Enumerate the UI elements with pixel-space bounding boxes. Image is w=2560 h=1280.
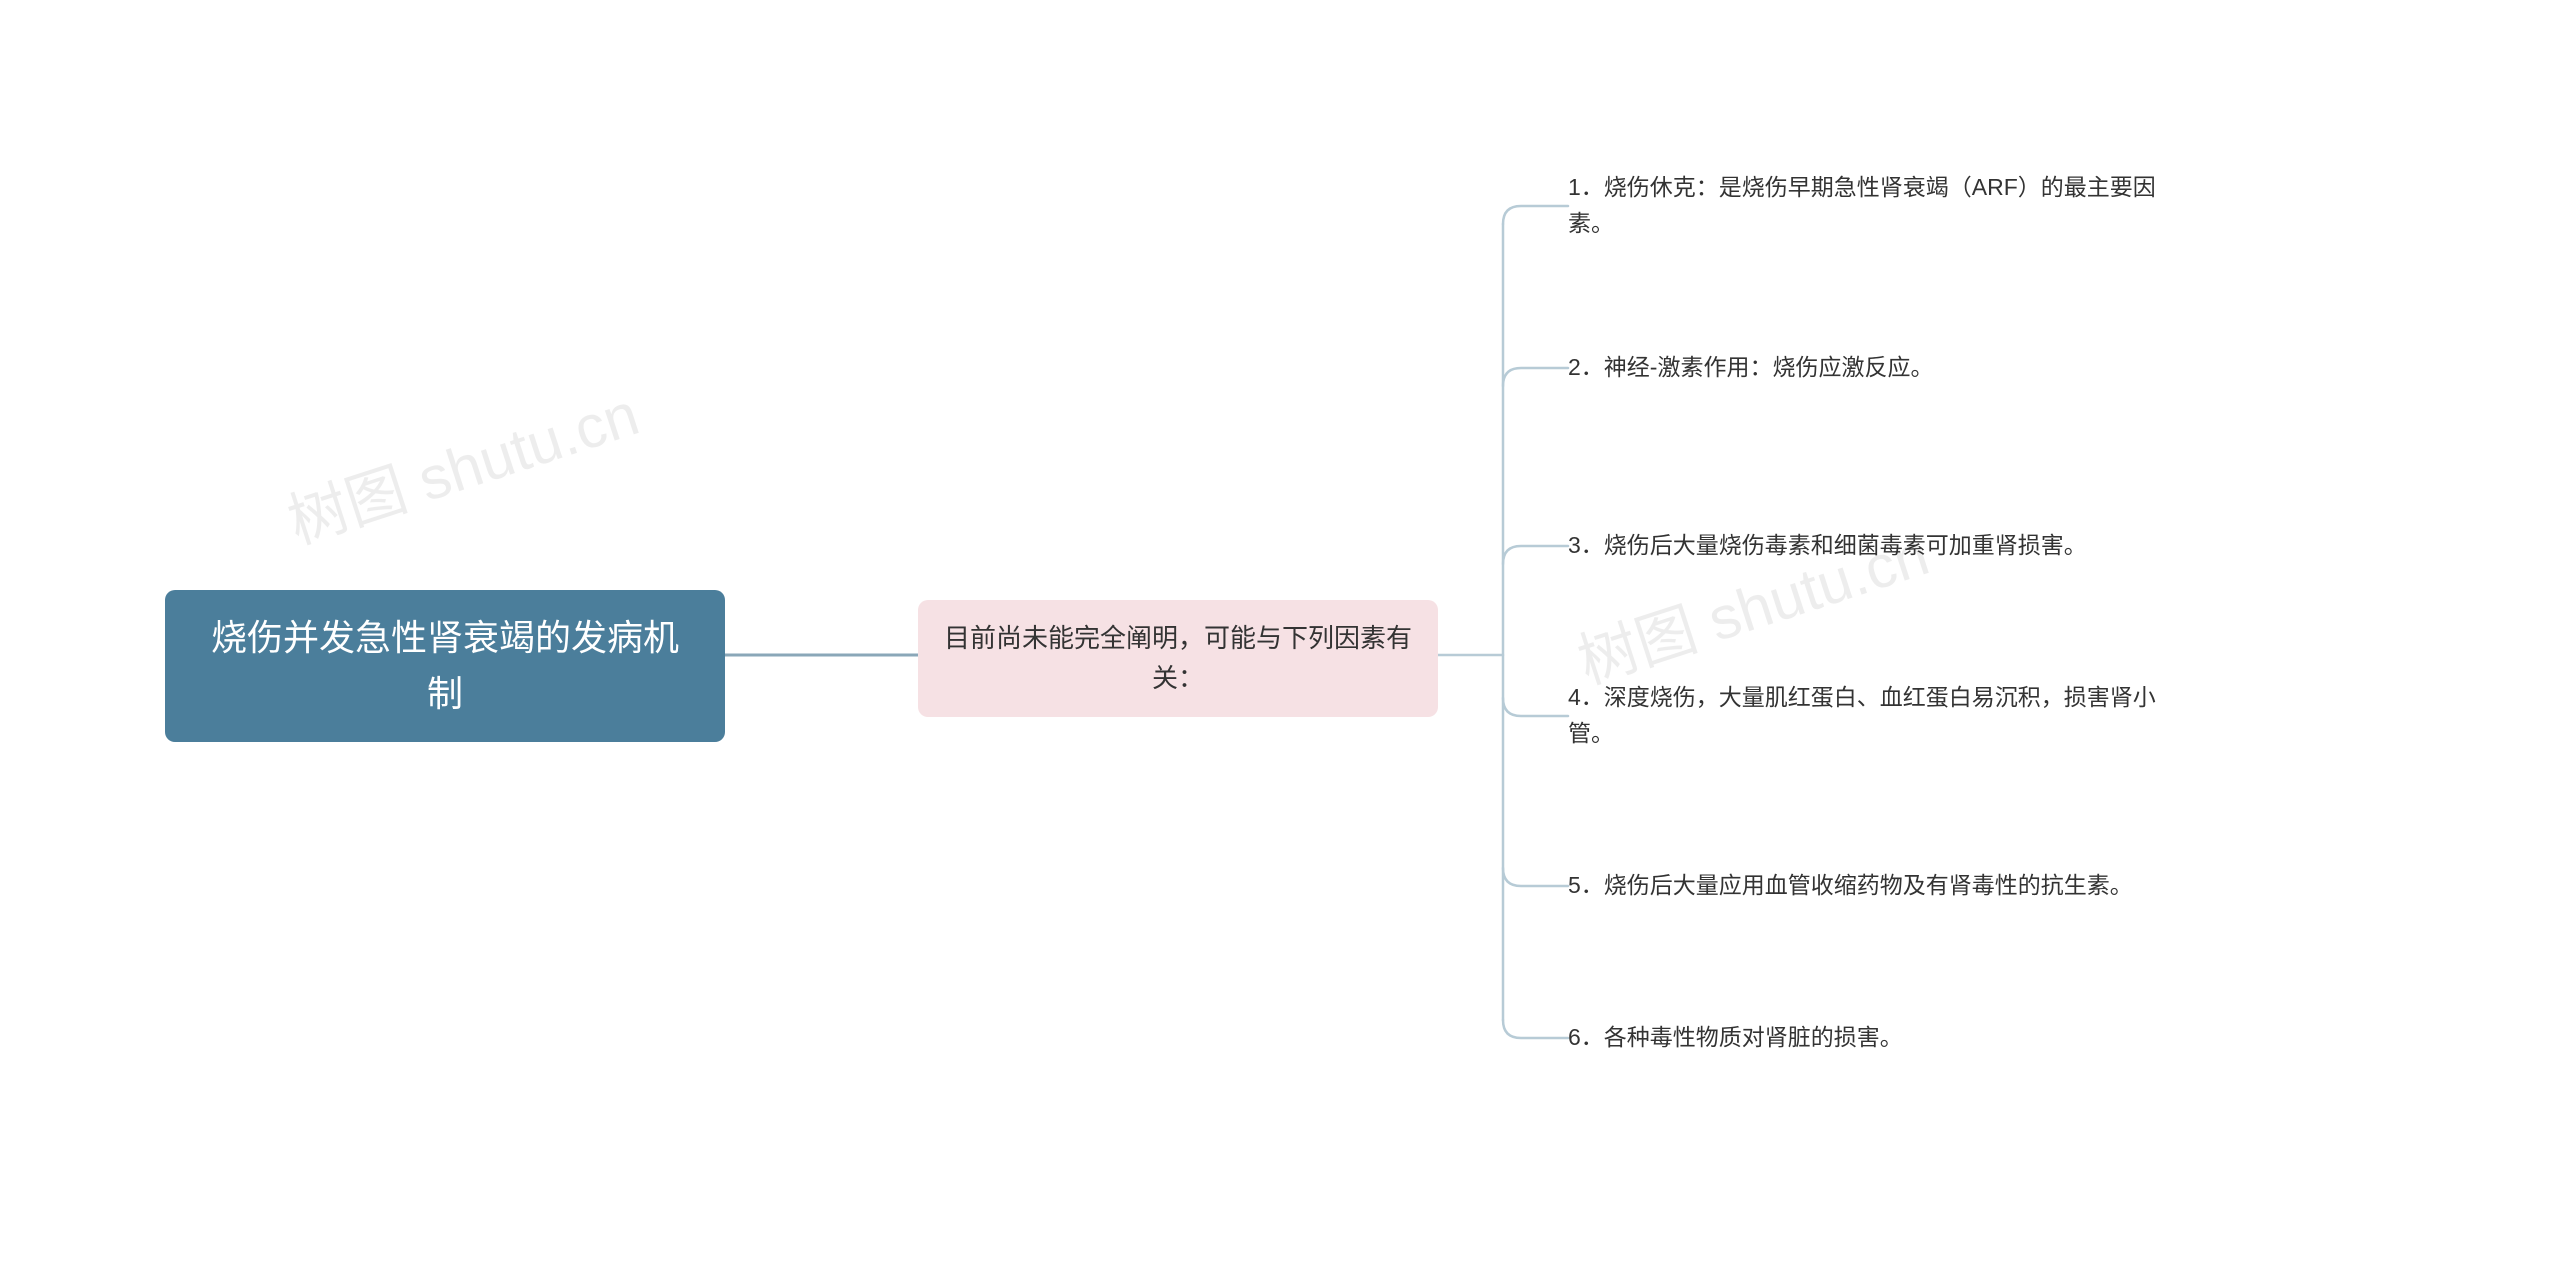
leaf-node-text: 6．各种毒性物质对肾脏的损害。 [1568,1020,1903,1056]
root-node-text: 烧伤并发急性肾衰竭的发病机制 [197,610,693,722]
root-node: 烧伤并发急性肾衰竭的发病机制 [165,590,725,742]
leaf-node: 3．烧伤后大量烧伤毒素和细菌毒素可加重肾损害。 [1568,510,2188,582]
leaf-node: 6．各种毒性物质对肾脏的损害。 [1568,1020,2188,1056]
leaf-node: 2．神经-激素作用：烧伤应激反应。 [1568,350,2188,386]
leaf-node-text: 3．烧伤后大量烧伤毒素和细菌毒素可加重肾损害。 [1568,528,2087,564]
branch-node: 目前尚未能完全阐明，可能与下列因素有关： [918,600,1438,717]
leaf-node-text: 2．神经-激素作用：烧伤应激反应。 [1568,350,1933,386]
leaf-node: 1．烧伤休克：是烧伤早期急性肾衰竭（ARF）的最主要因素。 [1568,170,2188,242]
branch-node-text: 目前尚未能完全阐明，可能与下列因素有关： [944,618,1412,699]
mindmap-canvas: 烧伤并发急性肾衰竭的发病机制 目前尚未能完全阐明，可能与下列因素有关： 1．烧伤… [0,0,2560,1280]
leaf-node: 4．深度烧伤，大量肌红蛋白、血红蛋白易沉积，损害肾小管。 [1568,680,2188,752]
leaf-node: 5．烧伤后大量应用血管收缩药物及有肾毒性的抗生素。 [1568,850,2188,922]
watermark: 树图 shutu.cn [275,366,648,561]
leaf-node-text: 4．深度烧伤，大量肌红蛋白、血红蛋白易沉积，损害肾小管。 [1568,680,2188,751]
leaf-node-text: 5．烧伤后大量应用血管收缩药物及有肾毒性的抗生素。 [1568,868,2133,904]
leaf-node-text: 1．烧伤休克：是烧伤早期急性肾衰竭（ARF）的最主要因素。 [1568,170,2188,241]
